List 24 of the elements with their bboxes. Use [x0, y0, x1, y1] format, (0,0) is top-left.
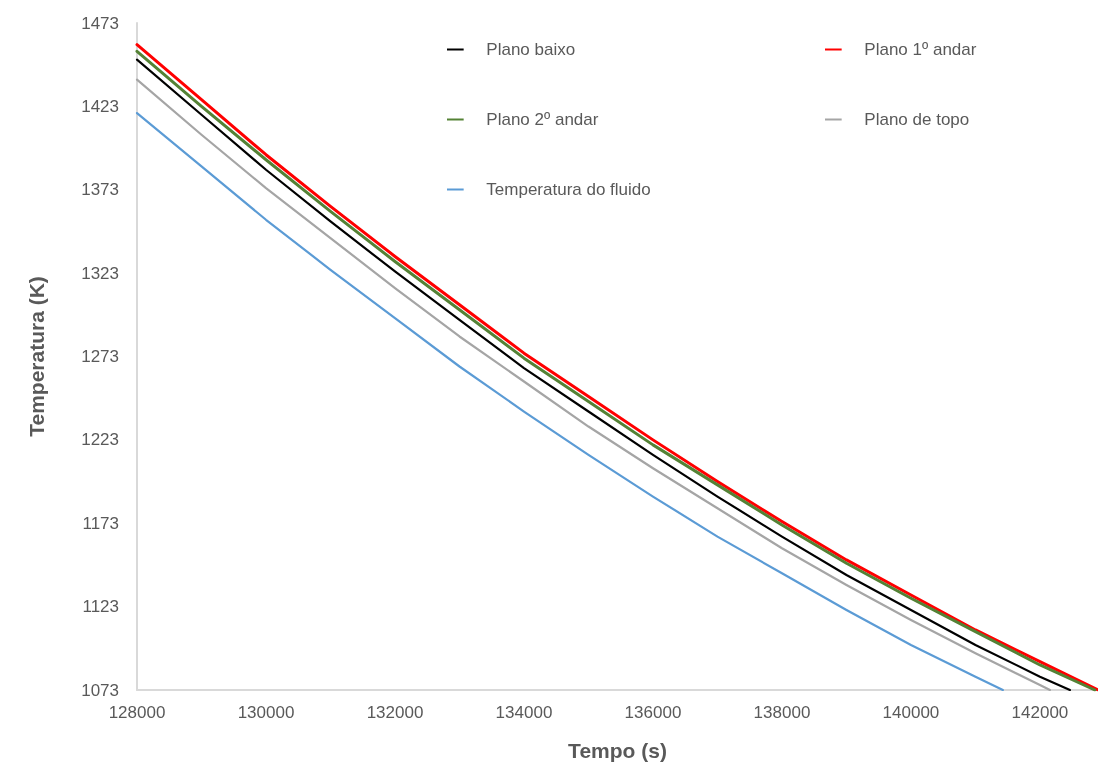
legend-label: Plano baixo — [486, 40, 576, 59]
x-tick-label: 142000 — [1011, 703, 1069, 722]
x-axis-title: Tempo (s) — [568, 739, 667, 762]
legend-label: Plano de topo — [864, 110, 970, 129]
legend-label: Temperatura do fluido — [486, 180, 651, 199]
y-tick-label: 1473 — [81, 13, 119, 33]
x-tick-label: 136000 — [624, 703, 682, 722]
y-axis-title: Temperatura (K) — [25, 276, 48, 437]
x-tick-label: 138000 — [753, 703, 811, 722]
x-tick-label: 128000 — [108, 703, 166, 722]
x-tick-label: 140000 — [882, 703, 940, 722]
x-tick-label: 134000 — [495, 703, 553, 722]
y-tick-label: 1373 — [81, 180, 119, 200]
legend-label: Plano 1º andar — [864, 40, 977, 59]
y-tick-label: 1423 — [81, 96, 119, 116]
y-tick-label: 1223 — [81, 430, 119, 450]
legend-label: Plano 2º andar — [486, 110, 599, 129]
y-tick-label: 1323 — [81, 263, 119, 283]
y-tick-label: 1123 — [82, 597, 119, 617]
y-tick-label: 1273 — [81, 347, 119, 366]
y-tick-label: 1073 — [81, 680, 119, 700]
y-tick-label: 1173 — [82, 513, 119, 533]
x-tick-label: 132000 — [366, 703, 424, 722]
x-tick-label: 130000 — [237, 703, 295, 722]
